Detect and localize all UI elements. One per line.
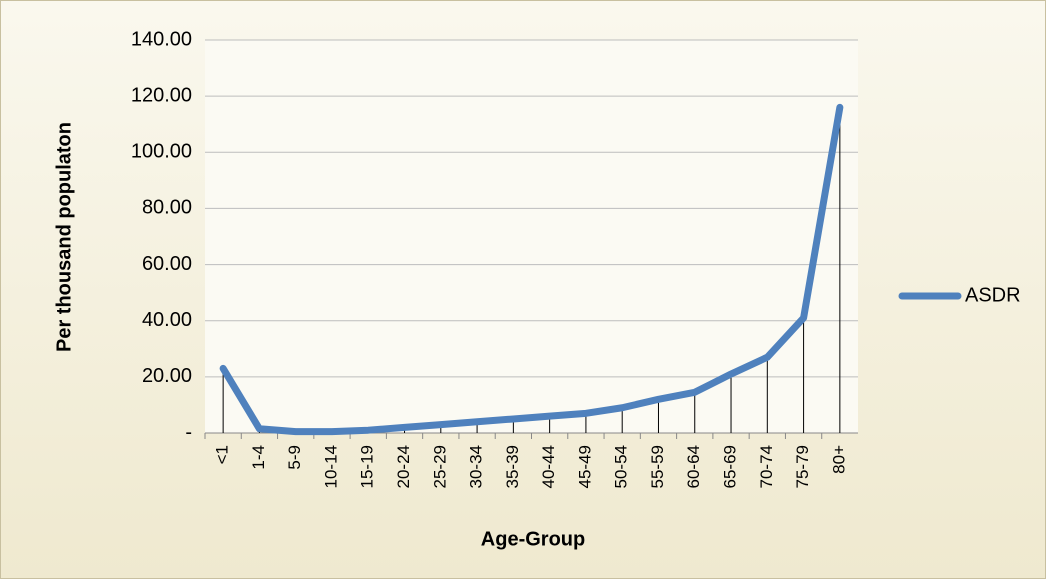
x-tick-label: <1 bbox=[213, 445, 232, 464]
x-tick-label: 55-59 bbox=[648, 445, 667, 488]
y-tick-label: 120.00 bbox=[131, 84, 192, 106]
y-axis-title: Per thousand populaton bbox=[53, 122, 75, 352]
x-tick-label: 5-9 bbox=[285, 445, 304, 470]
x-tick-label: 25-29 bbox=[430, 445, 449, 488]
x-tick-label: 40-44 bbox=[539, 445, 558, 488]
x-tick-label: 45-49 bbox=[575, 445, 594, 488]
y-tick-label: 40.00 bbox=[142, 309, 192, 331]
y-tick-label: 60.00 bbox=[142, 253, 192, 275]
y-tick-label: 20.00 bbox=[142, 365, 192, 387]
y-tick-label: - bbox=[185, 421, 192, 443]
series-line bbox=[219, 103, 844, 436]
x-tick-label: 80+ bbox=[829, 445, 848, 474]
x-tick-label: 10-14 bbox=[321, 445, 340, 488]
x-tick-label: 15-19 bbox=[358, 445, 377, 488]
x-tick-label: 30-34 bbox=[467, 445, 486, 488]
x-tick-label: 1-4 bbox=[249, 445, 268, 470]
x-tick-label: 60-64 bbox=[684, 445, 703, 488]
x-tick-label: 35-39 bbox=[503, 445, 522, 488]
y-tick-label: 80.00 bbox=[142, 197, 192, 219]
x-tick-label: 75-79 bbox=[793, 445, 812, 488]
x-tick-label: 65-69 bbox=[721, 445, 740, 488]
legend-label: ASDR bbox=[965, 284, 1021, 306]
x-tick-label: 50-54 bbox=[612, 445, 631, 488]
x-tick-label: 20-24 bbox=[394, 445, 413, 488]
plot-area bbox=[205, 40, 858, 433]
y-tick-label: 100.00 bbox=[131, 141, 192, 163]
x-tick-label: 70-74 bbox=[757, 445, 776, 488]
x-axis-title: Age-Group bbox=[481, 528, 585, 550]
y-tick-label: 140.00 bbox=[131, 28, 192, 50]
